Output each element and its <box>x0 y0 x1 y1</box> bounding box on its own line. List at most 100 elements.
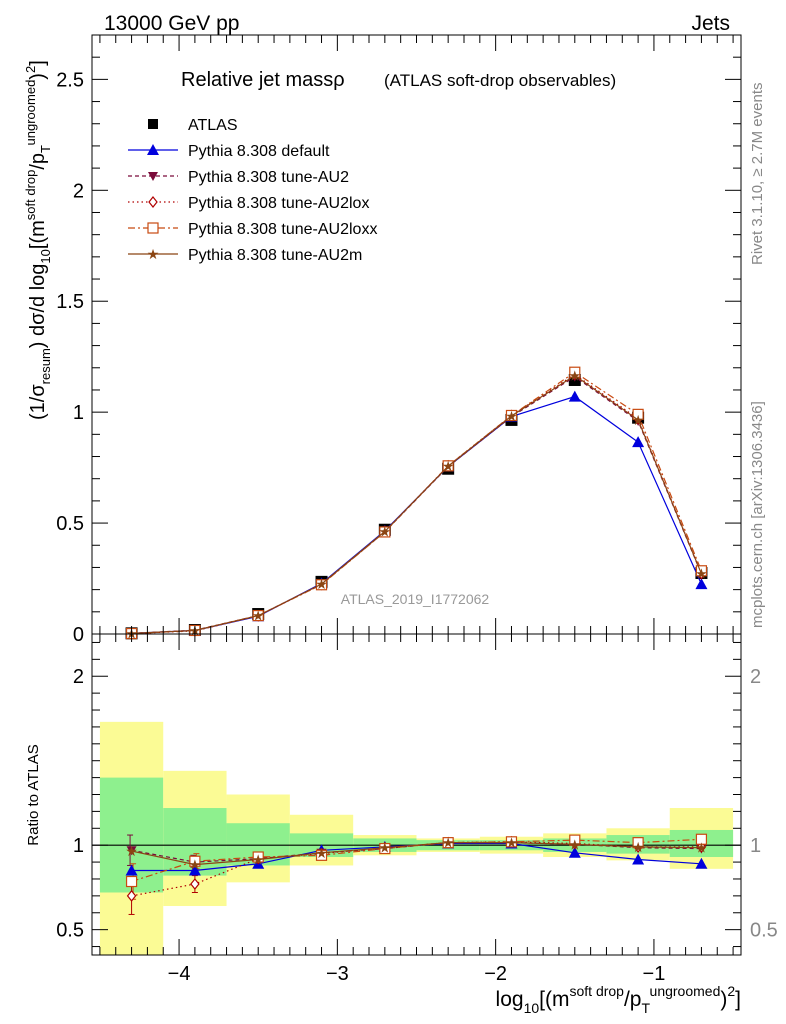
ylabel-subscript: 10 <box>38 249 53 263</box>
data-point <box>569 366 581 378</box>
ratio-data-point <box>190 878 200 891</box>
legend-entry-default: Pythia 8.308 default <box>128 143 330 160</box>
ylabel-part: ] <box>27 60 49 66</box>
data-point: ★ <box>379 524 392 540</box>
legend-label-default: Pythia 8.308 default <box>188 143 330 160</box>
header-collision-label: 13000 GeV pp <box>104 12 239 35</box>
ratio-data-point <box>189 855 201 867</box>
legend-marker-au2 <box>148 172 158 181</box>
ratio-data-point <box>126 846 137 856</box>
x-axis-label: log10[(msoft drop/pTungroomed)2] <box>496 983 741 1016</box>
legend-label-au2lox: Pythia 8.308 tune-AU2lox <box>188 195 369 212</box>
data-point: ★ <box>505 408 518 424</box>
ratio-y-tick-label: 0.5 <box>56 920 84 942</box>
header-category-label: Jets <box>691 12 730 35</box>
ylabel-subscript: resum <box>38 348 53 384</box>
ratio-data-point: ★ <box>379 840 392 856</box>
ratio-data-layer: ★ ★ ★ ★ ★ ★ ★ ★ ★ ★ <box>92 721 741 955</box>
plot-title: Relative jet massρ <box>181 69 345 91</box>
data-point: ★ <box>252 608 265 624</box>
legend-entry-au2loxx: Pythia 8.308 tune-AU2loxx <box>128 221 377 238</box>
ratio-y-axis-label: Ratio to ATLAS <box>25 744 42 845</box>
ratio-data-point: ★ <box>189 857 202 873</box>
xlabel-superscript: 2 <box>727 983 735 999</box>
plot-subtitle: (ATLAS soft-drop observables) <box>384 71 616 90</box>
ratio-data-point: ★ <box>569 836 582 852</box>
legend-marker-atlas <box>148 119 158 129</box>
xlabel-subscript: T <box>641 1000 650 1016</box>
ratio-data-point <box>252 851 264 863</box>
main-data-layer: ★ ★★★★★★★★★ <box>125 366 708 641</box>
x-tick-label: −3 <box>326 963 349 985</box>
legend: ATLAS Pythia 8.308 default Pythia 8.308 … <box>128 117 377 264</box>
legend-marker-default <box>147 144 159 155</box>
ylabel-subscript: T <box>38 145 53 153</box>
legend-label-au2loxx: Pythia 8.308 tune-AU2loxx <box>188 221 377 238</box>
data-point: ★ <box>315 576 328 592</box>
ratio-data-point <box>695 857 708 869</box>
x-tick-label: −2 <box>484 963 507 985</box>
main-panel: ★ ★★★★★★★★★ 00.511.522.5 Relative jet mas… <box>23 34 742 646</box>
legend-entry-au2lox: Pythia 8.308 tune-AU2lox <box>128 195 369 212</box>
ylabel-part: /p <box>27 153 49 170</box>
ratio-data-point <box>505 836 518 848</box>
ratio-y-tick-label-right: 1 <box>750 835 761 857</box>
ylabel-part: (1/σ <box>27 384 49 420</box>
x-tick-label: −1 <box>643 963 666 985</box>
ratio-data-point <box>695 833 708 845</box>
y-tick-label: 1 <box>73 402 84 424</box>
data-point: ★ <box>632 412 645 428</box>
data-point <box>695 578 708 590</box>
ratio-data-point <box>569 834 581 846</box>
legend-marker-au2m: ★ <box>147 246 160 262</box>
ratio-panel: ★ ★ ★ ★ ★ ★ ★ ★ ★ ★ 0.5 0.5 1 1 2 2 −4 −3 −2 −1 Ratio to A… <box>25 633 778 1016</box>
xlabel-part: ) <box>720 988 727 1011</box>
ratio-data-point <box>125 864 138 876</box>
ratio-data-point <box>568 846 581 858</box>
ylabel-part: ) <box>27 73 49 80</box>
ylabel-part: [(m <box>27 220 49 249</box>
data-point: ★ <box>695 566 708 582</box>
legend-marker-au2loxx <box>147 222 159 234</box>
ratio-y-tick-label-right: 2 <box>750 666 761 688</box>
ylabel-superscript: soft drop <box>23 170 38 221</box>
y-tick-label: 0.5 <box>56 513 84 535</box>
x-tick-label: −4 <box>168 963 191 985</box>
xlabel-part: log <box>496 988 524 1011</box>
ratio-data-point <box>125 875 138 888</box>
ylabel-superscript: ungroomed <box>23 80 38 146</box>
xlabel-subscript: 10 <box>524 1000 540 1016</box>
legend-marker-au2lox <box>148 196 158 208</box>
data-point <box>632 436 645 448</box>
y-tick-label: 2.5 <box>56 69 84 91</box>
ratio-series-line <box>131 841 702 866</box>
data-point <box>695 565 708 577</box>
ratio-data-point: ★ <box>505 835 518 851</box>
ratio-y-tick-label: 1 <box>73 835 84 857</box>
ratio-y-tick-label: 2 <box>73 666 84 688</box>
y-tick-label: 0 <box>73 624 84 646</box>
ratio-axis-ticks: 0.5 0.5 1 1 2 2 −4 −3 −2 −1 <box>56 634 778 985</box>
ratio-data-point <box>126 889 137 902</box>
ratio-data-point <box>315 849 328 861</box>
ratio-y-tick-label-right: 0.5 <box>750 920 778 942</box>
data-point <box>568 390 581 402</box>
data-point: ★ <box>442 458 455 474</box>
legend-entry-atlas: ATLAS <box>148 117 238 134</box>
ylabel-part: ) dσ/d log <box>27 264 49 349</box>
xlabel-part: [(m <box>539 988 569 1011</box>
rivet-version-label: Rivet 3.1.10, ≥ 2.7M events <box>749 83 766 266</box>
ratio-data-point: ★ <box>125 843 138 859</box>
uncertainty-bands <box>99 721 734 955</box>
legend-entry-au2m: ★ Pythia 8.308 tune-AU2m <box>128 246 362 264</box>
series-line <box>131 374 702 634</box>
xlabel-superscript: soft drop <box>569 983 624 999</box>
analysis-watermark: ATLAS_2019_I1772062 <box>341 591 490 607</box>
ratio-series-pythia-8-308-tune-au2m: ★ ★ ★ ★ ★ ★ ★ ★ ★ ★ <box>125 835 707 873</box>
ratio-data-point: ★ <box>632 839 645 855</box>
legend-label-atlas: ATLAS <box>188 117 238 134</box>
xlabel-part: ] <box>735 988 741 1011</box>
main-axis-ticks: 0 0.5 1 1.5 2 2.5 <box>56 35 741 646</box>
legend-label-au2m: Pythia 8.308 tune-AU2m <box>188 247 362 264</box>
